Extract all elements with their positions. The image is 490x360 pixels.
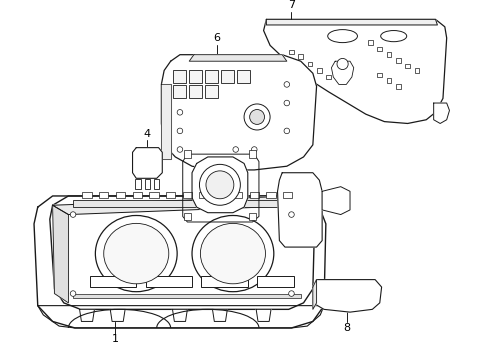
- Bar: [145, 179, 150, 189]
- Bar: [189, 85, 202, 98]
- Polygon shape: [434, 103, 449, 123]
- Bar: [99, 192, 108, 198]
- Bar: [154, 179, 159, 189]
- Bar: [387, 78, 392, 83]
- Bar: [116, 192, 125, 198]
- Polygon shape: [264, 19, 447, 123]
- Polygon shape: [192, 157, 248, 213]
- Polygon shape: [172, 309, 187, 321]
- Polygon shape: [161, 85, 171, 159]
- Circle shape: [70, 291, 76, 296]
- Bar: [267, 192, 276, 198]
- Ellipse shape: [104, 224, 169, 284]
- Polygon shape: [132, 148, 162, 178]
- Bar: [283, 192, 293, 198]
- Bar: [189, 69, 202, 82]
- Text: 7: 7: [288, 0, 295, 10]
- Ellipse shape: [328, 30, 358, 42]
- Polygon shape: [313, 280, 382, 312]
- Bar: [199, 192, 209, 198]
- Bar: [73, 200, 305, 207]
- Ellipse shape: [96, 216, 177, 292]
- Text: 5: 5: [327, 203, 334, 213]
- Circle shape: [289, 212, 294, 217]
- Bar: [368, 40, 373, 45]
- Bar: [205, 69, 218, 82]
- Bar: [249, 213, 256, 220]
- Polygon shape: [110, 309, 125, 321]
- Text: 1: 1: [111, 334, 119, 344]
- Bar: [317, 68, 321, 73]
- Circle shape: [199, 165, 241, 205]
- Text: 3: 3: [217, 232, 223, 242]
- Polygon shape: [267, 19, 438, 25]
- Bar: [405, 63, 410, 68]
- Bar: [216, 192, 225, 198]
- Polygon shape: [50, 196, 315, 309]
- Circle shape: [289, 291, 294, 296]
- Bar: [257, 276, 294, 287]
- Bar: [233, 192, 242, 198]
- Circle shape: [337, 58, 348, 69]
- Circle shape: [249, 109, 265, 125]
- Circle shape: [244, 104, 270, 130]
- Polygon shape: [52, 196, 310, 215]
- Bar: [289, 50, 294, 54]
- Bar: [396, 84, 401, 89]
- Bar: [201, 276, 248, 287]
- Polygon shape: [189, 55, 287, 61]
- Bar: [149, 192, 159, 198]
- Bar: [298, 54, 303, 59]
- Text: 4: 4: [144, 129, 151, 139]
- Polygon shape: [52, 205, 69, 303]
- Bar: [132, 192, 142, 198]
- Bar: [205, 85, 218, 98]
- Text: 2: 2: [294, 231, 301, 241]
- Bar: [377, 73, 382, 77]
- Bar: [73, 293, 301, 298]
- Polygon shape: [313, 280, 317, 309]
- Polygon shape: [213, 309, 227, 321]
- Bar: [249, 150, 256, 158]
- Bar: [82, 192, 92, 198]
- Bar: [326, 75, 331, 79]
- Bar: [221, 69, 234, 82]
- Circle shape: [70, 212, 76, 217]
- Ellipse shape: [192, 216, 274, 292]
- Bar: [184, 150, 191, 158]
- Polygon shape: [79, 309, 95, 321]
- Bar: [183, 192, 192, 198]
- Bar: [377, 47, 382, 51]
- Polygon shape: [331, 61, 354, 85]
- Bar: [415, 68, 419, 73]
- Bar: [146, 276, 192, 287]
- Ellipse shape: [381, 31, 407, 42]
- Bar: [166, 192, 175, 198]
- Bar: [135, 179, 141, 189]
- Circle shape: [206, 171, 234, 199]
- Bar: [396, 58, 401, 63]
- Bar: [173, 69, 187, 82]
- Polygon shape: [256, 309, 271, 321]
- Text: 8: 8: [343, 323, 351, 333]
- Polygon shape: [161, 55, 317, 170]
- Bar: [90, 276, 136, 287]
- Ellipse shape: [200, 224, 266, 284]
- Bar: [173, 85, 187, 98]
- Polygon shape: [277, 173, 322, 247]
- Polygon shape: [322, 187, 350, 215]
- Bar: [237, 69, 249, 82]
- Bar: [387, 52, 392, 57]
- Bar: [308, 62, 313, 66]
- Bar: [184, 213, 191, 220]
- Bar: [249, 192, 259, 198]
- Text: 6: 6: [214, 33, 220, 43]
